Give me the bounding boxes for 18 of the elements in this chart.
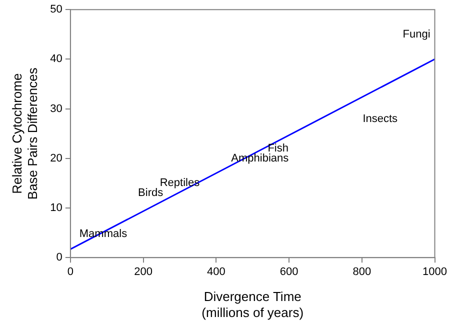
x-tick-label: 400: [206, 266, 226, 278]
y-axis-title: Relative Cytochrome Base Pairs Differences: [9, 67, 40, 200]
annotation: Fungi: [402, 28, 430, 40]
x-tick-label: 1000: [422, 266, 448, 278]
y-tick-label: 50: [50, 4, 62, 16]
y-tick-label: 20: [50, 152, 62, 164]
x-tick-label: 800: [352, 266, 372, 278]
annotation: Fish: [268, 142, 288, 155]
annotation: Insects: [362, 112, 398, 125]
y-tick-label: 40: [50, 53, 62, 66]
y-tick-label: 10: [50, 202, 62, 214]
y-tick-label: 30: [50, 102, 62, 115]
x-axis-title: Divergence Time (millions of years): [202, 289, 304, 320]
y-tick-label: 0: [56, 252, 62, 264]
x-tick-label: 0: [67, 266, 74, 278]
x-tick-label: 600: [280, 266, 298, 278]
x-tick-label: 200: [134, 266, 152, 278]
annotation: Birds: [138, 187, 164, 200]
